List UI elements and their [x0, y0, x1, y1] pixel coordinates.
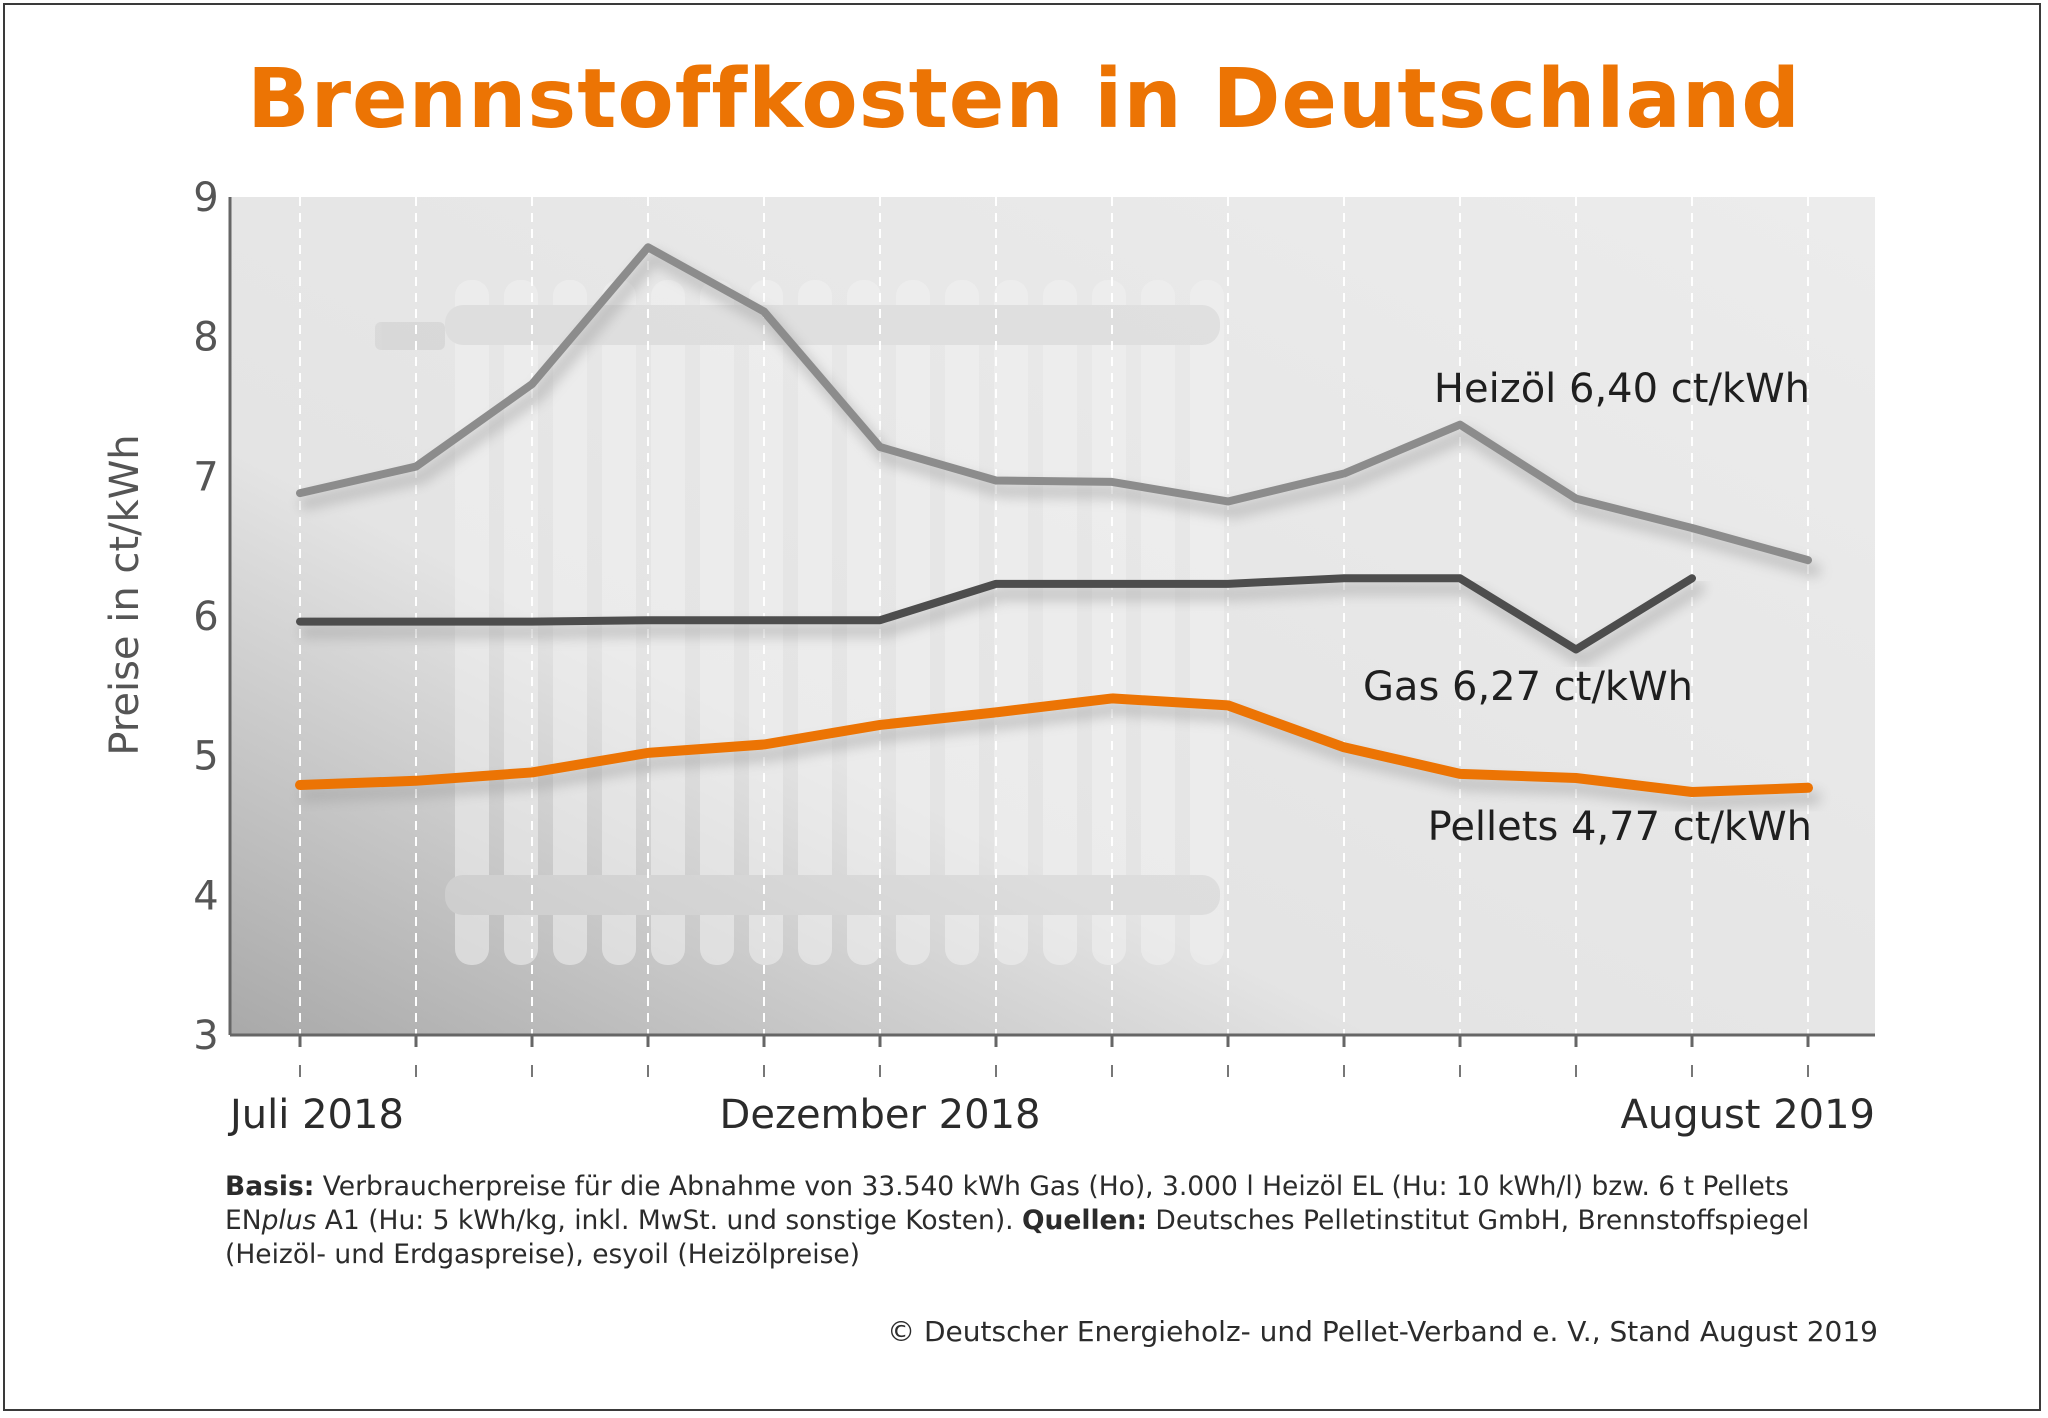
y-tick-label: 3: [193, 1013, 218, 1059]
series-label-pellets: Pellets 4,77 ct/kWh: [1428, 804, 1812, 850]
chart-title: Brennstoffkosten in Deutschland: [247, 52, 1801, 147]
series-line-gas: [296, 574, 1696, 654]
series-shadow-heizöl: [299, 250, 1821, 578]
footnote: Basis: Verbraucherpreise für die Abnahme…: [225, 1170, 1885, 1272]
x-tick-label: Juli 2018: [227, 1092, 404, 1138]
series-line-pellets: [295, 693, 1813, 797]
basis-text-2: A1 (Hu: 5 kWh/kg, inkl. MwSt. und sonsti…: [316, 1205, 1023, 1236]
plus-text: plus: [261, 1205, 317, 1236]
basis-text: Verbraucherpreise für die Abnahme von 33…: [225, 1171, 1789, 1236]
y-axis-label: Preise in ct/kWh: [102, 434, 148, 755]
series-shadow-gas: [299, 581, 1705, 667]
copyright-line: © Deutscher Energieholz- und Pellet-Verb…: [887, 1315, 1878, 1348]
series-labels: Heizöl 6,40 ct/kWh Gas 6,27 ct/kWh Pellets…: [1363, 366, 1812, 850]
y-tick-label: 5: [193, 734, 218, 780]
y-tick-label: 7: [193, 454, 218, 500]
axes: [228, 197, 1875, 1077]
radiator-fin: [994, 280, 1028, 965]
x-tick-label: Dezember 2018: [720, 1092, 1041, 1138]
series-label-heizöl: Heizöl 6,40 ct/kWh: [1434, 366, 1810, 412]
radiator-top-bar: [445, 305, 1220, 345]
sources-label: Quellen:: [1022, 1205, 1147, 1236]
series-lines: [295, 243, 1813, 797]
y-tick-labels: 3 4 5 6 7 8 9: [193, 175, 218, 1059]
y-tick-label: 4: [193, 873, 218, 919]
radiator-bottom-bar: [445, 875, 1220, 915]
y-tick-label: 9: [193, 175, 218, 221]
radiator-fin: [1092, 280, 1126, 965]
x-tick-label: August 2019: [1621, 1092, 1876, 1138]
series-label-gas: Gas 6,27 ct/kWh: [1363, 664, 1693, 710]
basis-label: Basis:: [225, 1171, 315, 1202]
radiator-fin: [1190, 280, 1224, 965]
sources-text: Deutsches Pelletinstitut GmbH, Brennstof…: [225, 1205, 1810, 1270]
y-tick-label: 6: [193, 594, 218, 640]
radiator-fin: [1141, 280, 1175, 965]
line-shadows: [299, 250, 1821, 809]
radiator-fin: [945, 280, 979, 965]
y-tick-label: 8: [193, 315, 218, 361]
series-line-heizöl: [296, 243, 1812, 565]
x-tick-labels: Juli 2018 Dezember 2018 August 2019: [227, 1092, 1875, 1138]
outer-frame: [3, 3, 2041, 1411]
radiator-fin: [1043, 280, 1077, 965]
series-shadow-pellets: [299, 701, 1821, 809]
radiator-valve: [375, 322, 445, 350]
